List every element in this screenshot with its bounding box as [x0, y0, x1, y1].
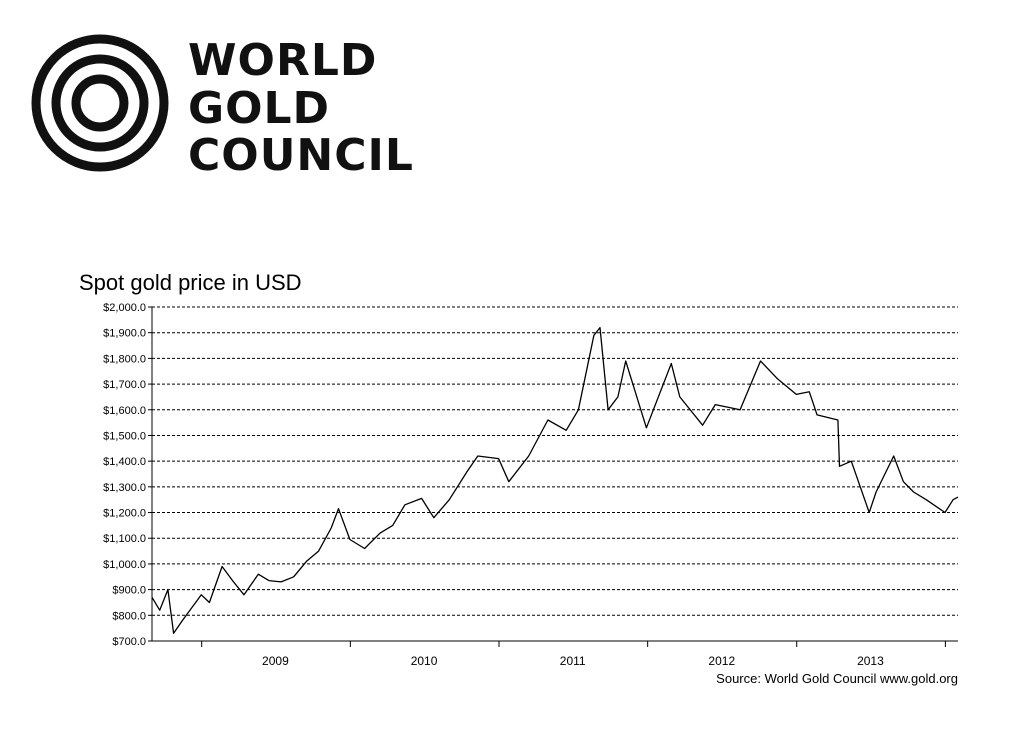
x-tick-label: 2009: [262, 654, 289, 668]
logo-inner-ring-icon: [71, 74, 129, 132]
source-note: Source: World Gold Council www.gold.org: [716, 671, 958, 686]
x-tick-label: 2012: [708, 654, 735, 668]
y-tick-label: $1,000.0: [103, 559, 146, 571]
logo-middle-ring-icon: [51, 54, 149, 152]
world-gold-council-logo: WORLD GOLD COUNCIL: [31, 34, 414, 180]
x-tick-label: 2010: [411, 654, 438, 668]
logo-text-line-3: COUNCIL: [188, 130, 414, 180]
y-tick-label: $1,600.0: [103, 405, 146, 417]
y-tick-label: $1,900.0: [103, 328, 146, 340]
y-tick-label: $1,300.0: [103, 482, 146, 494]
y-tick-label: $700.0: [112, 636, 146, 648]
y-axis-ticks: $2,000.0 $1,900.0 $1,800.0 $1,700.0 $1,600.0…: [103, 302, 152, 648]
logo-text-line-1: WORLD: [188, 35, 377, 86]
y-tick-label: $900.0: [112, 585, 146, 597]
y-tick-label: $1,500.0: [103, 430, 146, 442]
y-tick-label: $1,100.0: [103, 533, 146, 545]
x-axis-ticks: 2009 2010 2011 2012 2013: [201, 641, 946, 668]
x-tick-label: 2013: [857, 654, 884, 668]
x-tick-label: 2011: [560, 654, 586, 668]
chart-title: Spot gold price in USD: [79, 270, 302, 295]
series-line-gold-price: [151, 326, 959, 634]
gridlines: [152, 306, 958, 616]
logo-outer-ring-icon: [31, 34, 169, 172]
series-layer: [151, 326, 959, 634]
y-tick-label: $1,800.0: [103, 353, 146, 365]
logo-text-line-2: GOLD: [188, 83, 330, 134]
y-tick-label: $1,700.0: [103, 379, 146, 391]
y-tick-label: $1,400.0: [103, 456, 146, 468]
y-tick-label: $800.0: [112, 610, 146, 622]
axes: [151, 307, 958, 642]
y-tick-label: $1,200.0: [103, 508, 146, 520]
y-tick-label: $2,000.0: [103, 302, 146, 314]
